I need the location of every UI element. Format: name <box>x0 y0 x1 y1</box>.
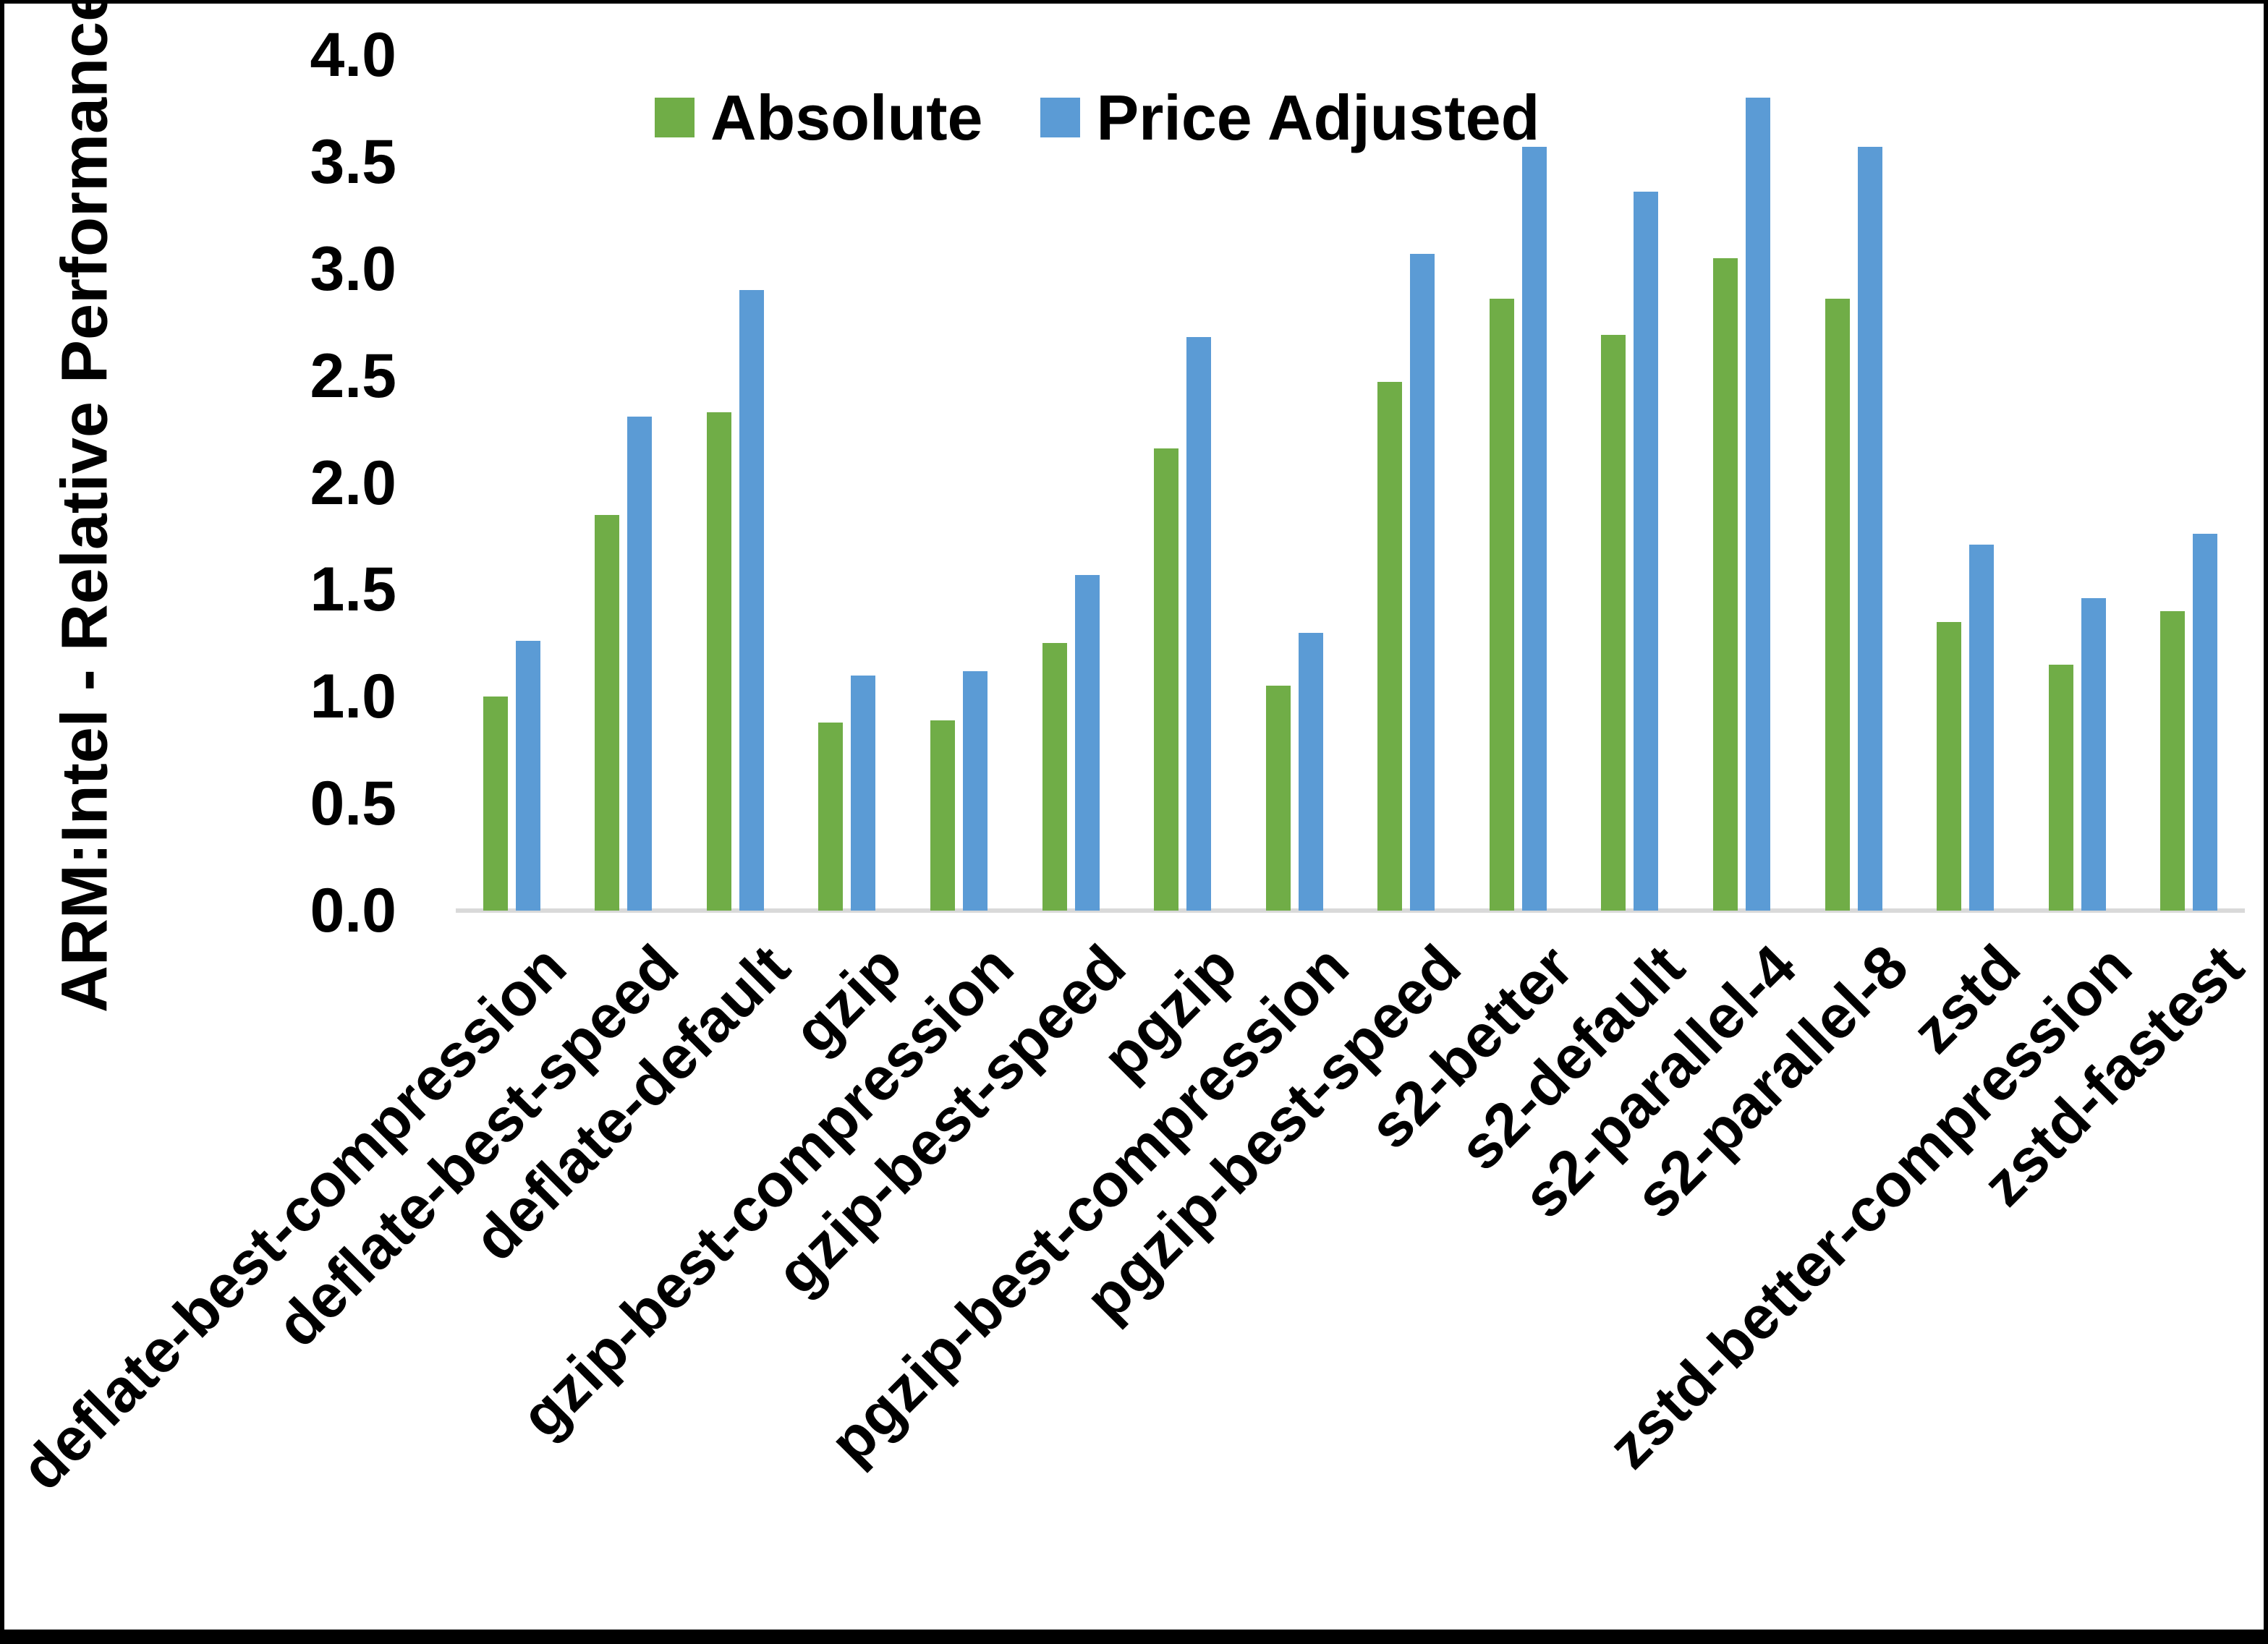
y-tick-label: 2.0 <box>310 448 396 518</box>
page-border-right <box>2264 0 2268 1644</box>
bar-price-adjusted-gzip-best-speed <box>1075 575 1100 911</box>
y-tick-label: 3.5 <box>310 127 396 197</box>
bar-absolute-zstd <box>1937 622 1961 911</box>
legend-swatch-absolute <box>655 98 695 137</box>
bar-absolute-deflate-best-compression <box>483 697 508 911</box>
bar-absolute-zstd-fastest <box>2160 611 2185 911</box>
bar-absolute-s2-parallel-8 <box>1825 299 1850 911</box>
x-axis-line <box>456 908 2245 913</box>
bar-price-adjusted-zstd-fastest <box>2193 534 2217 911</box>
y-axis-title: ARM:Intel - Relative Performance <box>48 0 122 1013</box>
bar-price-adjusted-gzip <box>851 676 875 911</box>
bar-price-adjusted-s2-parallel-8 <box>1858 147 1882 911</box>
y-tick-label: 3.0 <box>310 234 396 304</box>
bar-price-adjusted-gzip-best-compression <box>963 671 988 911</box>
bar-price-adjusted-pgzip-best-compression <box>1299 633 1323 911</box>
page-border-top <box>0 0 2268 4</box>
bar-price-adjusted-deflate-default <box>739 290 764 911</box>
bar-absolute-gzip <box>818 723 843 911</box>
y-tick-label: 2.5 <box>310 341 396 411</box>
bar-price-adjusted-zstd-better-compression <box>2081 598 2106 911</box>
bar-absolute-gzip-best-compression <box>930 720 955 911</box>
bar-price-adjusted-s2-parallel-4 <box>1746 98 1770 911</box>
legend-label-price-adjusted: Price Adjusted <box>1096 81 1540 153</box>
bar-price-adjusted-zstd <box>1969 545 1994 911</box>
y-tick-label: 4.0 <box>310 20 396 90</box>
bar-absolute-s2-parallel-4 <box>1713 258 1738 911</box>
bar-price-adjusted-s2-default <box>1634 192 1658 911</box>
legend: Absolute Price Adjusted <box>655 83 1539 152</box>
bar-absolute-zstd-better-compression <box>2049 665 2073 911</box>
y-tick-label: 1.5 <box>310 555 396 625</box>
bar-absolute-deflate-default <box>707 412 731 911</box>
bar-absolute-gzip-best-speed <box>1042 643 1067 911</box>
bar-absolute-pgzip-best-compression <box>1266 686 1291 911</box>
page-border-bottom <box>0 1630 2268 1644</box>
bar-absolute-s2-better <box>1490 299 1514 911</box>
legend-item-absolute: Absolute <box>655 81 983 153</box>
legend-label-absolute: Absolute <box>710 81 983 153</box>
y-tick-label: 1.0 <box>310 662 396 732</box>
bar-absolute-pgzip <box>1154 448 1178 911</box>
bar-price-adjusted-s2-better <box>1522 147 1547 911</box>
bar-price-adjusted-deflate-best-compression <box>516 641 540 911</box>
page-border-left <box>0 0 4 1644</box>
y-tick-label: 0.0 <box>310 876 396 945</box>
legend-swatch-price-adjusted <box>1040 98 1081 137</box>
y-tick-label: 0.5 <box>310 769 396 839</box>
bar-price-adjusted-deflate-best-speed <box>627 417 652 911</box>
bar-price-adjusted-pgzip-best-speed <box>1410 254 1435 911</box>
bar-absolute-pgzip-best-speed <box>1377 382 1402 911</box>
bar-absolute-s2-default <box>1601 335 1626 911</box>
legend-item-price-adjusted: Price Adjusted <box>1040 81 1540 153</box>
bar-absolute-deflate-best-speed <box>595 515 619 911</box>
bar-price-adjusted-pgzip <box>1186 337 1211 911</box>
